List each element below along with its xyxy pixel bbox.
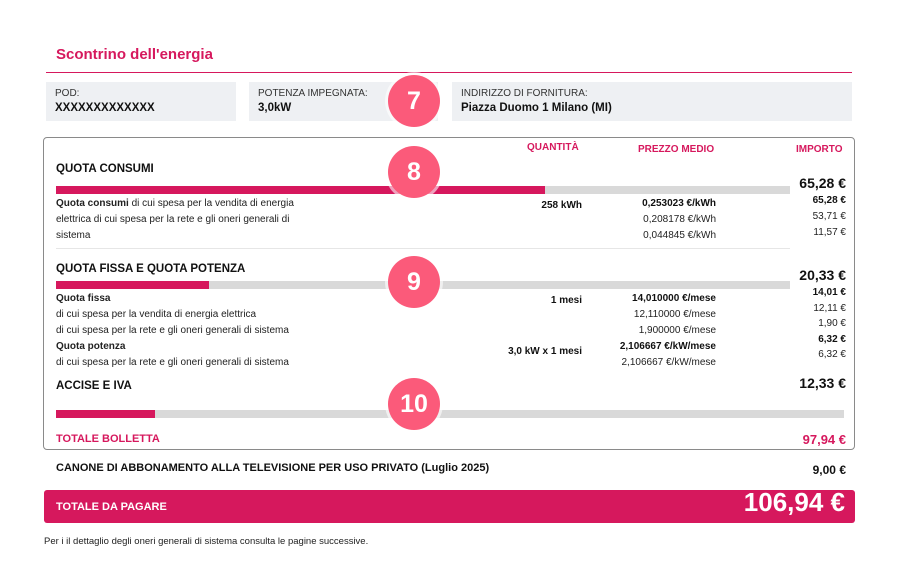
consumi-importo-2: 11,57 € [813,227,846,238]
potenza-line-1: di cui spesa per la rete e gli oneri gen… [56,357,289,368]
footer-note: Per i il dettaglio degli oneri generali … [44,536,369,547]
canone-label: CANONE DI ABBONAMENTO ALLA TELEVISIONE P… [56,462,490,474]
fissa-title: QUOTA FISSA E QUOTA POTENZA [56,263,246,275]
col-prezzo: PREZZO MEDIO [638,144,715,155]
fissa-line-2: di cui spesa per la rete e gli oneri gen… [56,325,289,336]
accise-bar [56,410,844,418]
indirizzo-box: INDIRIZZO DI FORNITURA: Piazza Duomo 1 M… [452,82,852,121]
potenza-quantita: 3,0 kW x 1 mesi [508,346,582,357]
consumi-prezzo-0: 0,253023 €/kWh [642,198,716,209]
consumi-total: 65,28 € [799,175,846,191]
consumi-importo-1: 53,71 € [812,211,846,222]
pod-box: POD: XXXXXXXXXXXXX [46,82,236,121]
potenza-label: POTENZA IMPEGNATA: [258,88,368,99]
fissa-quantita: 1 mesi [550,295,582,306]
consumi-description: Quota consumi di cui spesa per la vendit… [56,196,326,244]
details-box [43,137,855,450]
fissa-line-1: di cui spesa per la vendita di energia e… [56,309,257,320]
consumi-desc-2: elettrica di cui spesa per la rete e gli… [56,214,290,225]
totale-bolletta-value: 97,94 € [802,432,846,447]
consumi-prezzo-2: 0,044845 €/kWh [643,230,716,241]
pod-label: POD: [55,88,80,99]
consumi-desc-3: sistema [56,230,91,241]
consumi-importo-0: 65,28 € [812,195,846,206]
potenza-value: 3,0kW [258,102,292,114]
fissa-importo-1: 12,11 € [813,302,846,314]
canone-value: 9,00 € [812,463,846,477]
fissa-importo-3: 6,32 € [818,333,846,345]
step-badge-9: 9 [388,256,440,308]
consumi-prezzi: 0,253023 €/kWh 0,208178 €/kWh 0,044845 €… [516,196,716,244]
consumi-quantita: 258 kWh [541,200,582,211]
fissa-prezzo-2: 1,900000 €/mese [638,325,716,336]
fissa-description: Quota fissa di cui spesa per la vendita … [56,291,356,371]
col-quantita: QUANTITÀ [527,142,579,153]
page-title: Scontrino dell'energia [56,46,213,63]
consumi-importi: 65,28 € 53,71 € 11,57 € [746,193,846,241]
indirizzo-value: Piazza Duomo 1 Milano (MI) [461,102,612,114]
pod-value: XXXXXXXXXXXXX [55,102,155,114]
fissa-importo-0: 14,01 € [812,287,846,298]
fissa-bar-fill [56,281,209,289]
totale-bolletta-label: TOTALE BOLLETTA [56,433,160,445]
quota-potenza-label: Quota potenza [56,341,126,352]
totale-da-pagare-bar: TOTALE DA PAGARE 106,94 € [44,487,855,523]
fissa-prezzo-3: 2,106667 €/kW/mese [619,341,716,352]
title-divider [46,72,852,73]
totale-da-pagare-label: TOTALE DA PAGARE [56,501,167,513]
consumi-title: QUOTA CONSUMI [56,163,154,175]
fissa-importo-4: 6,32 € [818,349,846,360]
fissa-prezzo-4: 2,106667 €/kW/mese [621,357,717,368]
indirizzo-label: INDIRIZZO DI FORNITURA: [461,88,588,99]
consumi-desc-1: di cui spesa per la vendita di energia [128,198,294,209]
accise-title: ACCISE E IVA [56,380,132,392]
step-badge-8: 8 [388,146,440,198]
accise-total: 12,33 € [799,375,846,391]
consumi-bar-fill [56,186,545,194]
fissa-importi: 14,01 € 12,11 € 1,90 € 6,32 € 6,32 € [746,285,846,363]
consumi-desc-bold: Quota consumi [56,198,129,209]
fissa-total: 20,33 € [799,267,846,283]
fissa-prezzo-1: 12,110000 €/mese [633,309,716,320]
fissa-prezzo-0: 14,010000 €/mese [632,293,716,304]
fissa-importo-2: 1,90 € [818,318,846,329]
consumi-prezzo-1: 0,208178 €/kWh [643,214,716,225]
step-badge-7: 7 [388,75,440,127]
quota-fissa-label: Quota fissa [56,293,111,304]
fissa-prezzi: 14,010000 €/mese 12,110000 €/mese 1,9000… [496,291,716,371]
totale-da-pagare-value: 106,94 € [743,487,845,517]
step-badge-10: 10 [388,378,440,430]
col-importo: IMPORTO [796,144,843,155]
section-divider [56,248,790,249]
accise-bar-fill [56,410,156,418]
